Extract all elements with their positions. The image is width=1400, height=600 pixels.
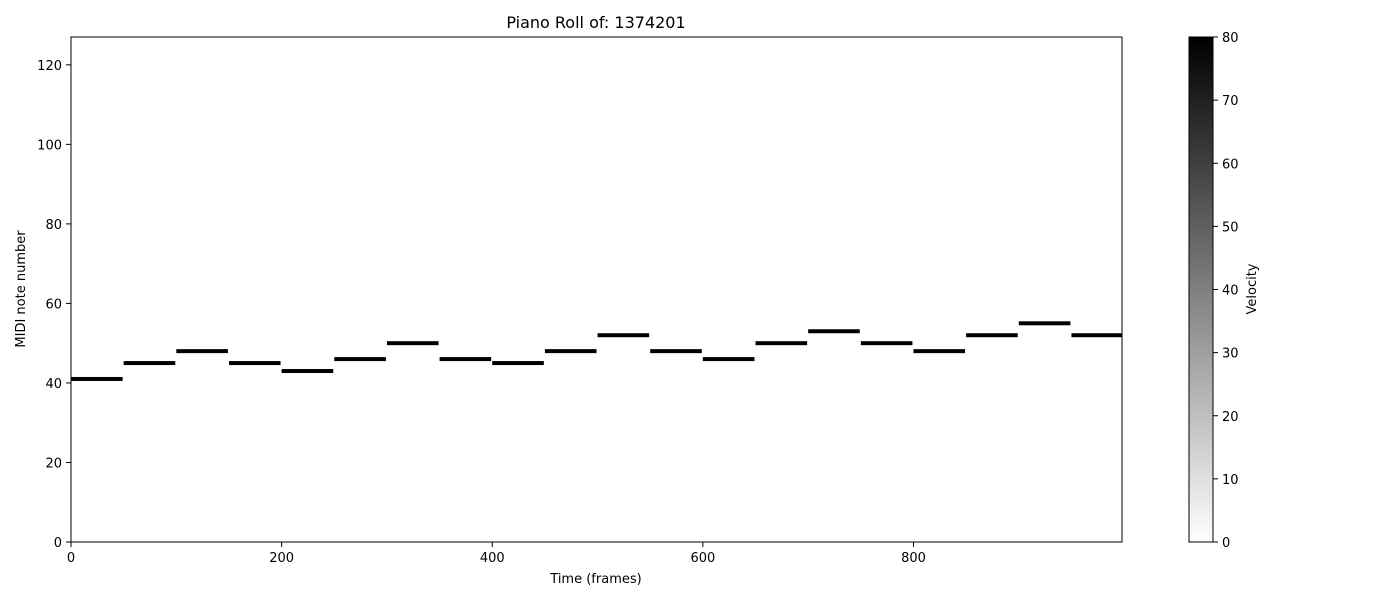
note-8 bbox=[492, 361, 544, 366]
x-tick-label: 800 bbox=[901, 551, 926, 566]
colorbar-tick-label: 70 bbox=[1222, 94, 1239, 109]
x-axis: 0 200 400 600 800 bbox=[67, 542, 926, 566]
note-4 bbox=[281, 369, 334, 374]
colorbar-tick-label: 40 bbox=[1222, 284, 1239, 299]
colorbar-tick-label: 20 bbox=[1222, 410, 1239, 425]
chart-title: Piano Roll of: 1374201 bbox=[506, 13, 685, 32]
note-16 bbox=[913, 349, 966, 354]
plot-frame bbox=[70, 36, 1123, 543]
plot-area bbox=[71, 37, 1122, 542]
colorbar-tick-label: 10 bbox=[1222, 473, 1239, 488]
note-14 bbox=[808, 329, 860, 334]
note-19 bbox=[1071, 333, 1122, 338]
note-1 bbox=[123, 361, 176, 366]
colorbar-tick-label: 30 bbox=[1222, 347, 1239, 362]
note-11 bbox=[650, 349, 702, 354]
colorbar-tick-label: 80 bbox=[1222, 31, 1239, 46]
y-axis-label: MIDI note number bbox=[14, 230, 29, 348]
x-tick-label: 400 bbox=[480, 551, 505, 566]
note-6 bbox=[386, 341, 439, 346]
y-tick-label: 100 bbox=[37, 138, 62, 153]
colorbar-tick-label: 60 bbox=[1222, 157, 1239, 172]
note-13 bbox=[755, 341, 808, 346]
note-12 bbox=[702, 357, 755, 362]
colorbar-axis: 0 10 20 30 40 50 60 70 80 bbox=[1213, 31, 1239, 551]
colorbar-tick-label: 0 bbox=[1222, 536, 1230, 551]
colorbar-tick-label: 50 bbox=[1222, 220, 1239, 235]
y-axis: 0 20 40 60 80 100 120 bbox=[37, 59, 71, 551]
note-18 bbox=[1018, 321, 1071, 326]
y-tick-label: 60 bbox=[45, 297, 62, 312]
note-2 bbox=[176, 349, 228, 354]
y-tick-label: 0 bbox=[54, 536, 62, 551]
note-9 bbox=[544, 349, 597, 354]
colorbar-gradient bbox=[1189, 37, 1213, 542]
y-tick-label: 80 bbox=[45, 218, 62, 233]
colorbar-label: Velocity bbox=[1245, 263, 1260, 314]
x-tick-label: 200 bbox=[269, 551, 294, 566]
note-17 bbox=[966, 333, 1018, 338]
x-tick-label: 0 bbox=[67, 551, 75, 566]
x-axis-label: Time (frames) bbox=[549, 572, 641, 587]
notes-layer bbox=[71, 321, 1122, 381]
y-tick-label: 20 bbox=[45, 456, 62, 471]
note-3 bbox=[228, 361, 281, 366]
note-10 bbox=[597, 333, 650, 338]
note-7 bbox=[439, 357, 492, 362]
x-tick-label: 600 bbox=[690, 551, 715, 566]
note-5 bbox=[334, 357, 386, 362]
note-15 bbox=[860, 341, 913, 346]
note-0 bbox=[71, 376, 123, 381]
y-tick-label: 120 bbox=[37, 59, 62, 74]
y-tick-label: 40 bbox=[45, 377, 62, 392]
